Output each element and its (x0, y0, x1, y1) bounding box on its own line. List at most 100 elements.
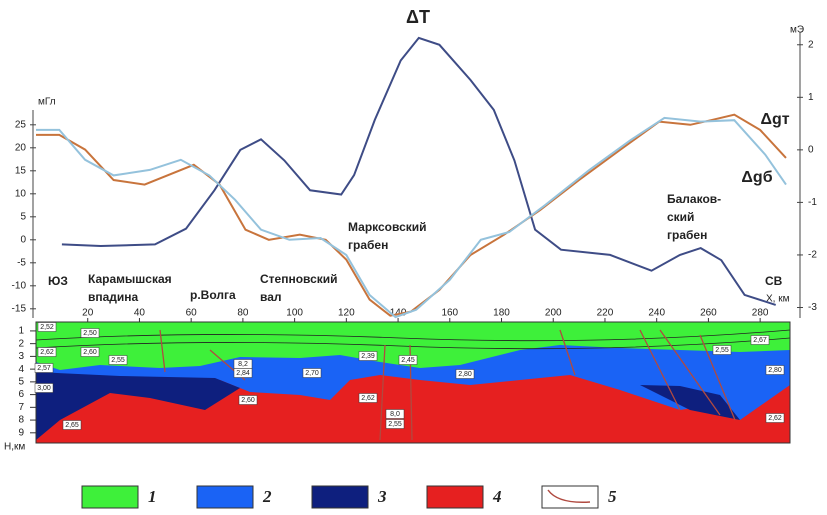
density-box (302, 368, 322, 378)
density-label: 2,55 (111, 357, 125, 364)
legend-swatch (81, 485, 139, 509)
x-tick-label: 80 (237, 308, 249, 319)
legend-swatch (426, 485, 484, 509)
section (35, 321, 791, 444)
y2-tick-label: 1 (808, 92, 814, 103)
density-box (108, 355, 128, 365)
y-tick-label: 5 (20, 211, 26, 222)
density-label: 2,55 (388, 421, 402, 428)
x-tick-label: 60 (186, 308, 198, 319)
density-box (765, 413, 785, 423)
density-label: 2,80 (768, 367, 782, 374)
legend-swatch (311, 485, 369, 509)
curve-label: Δgб (741, 169, 772, 186)
faults (159, 329, 736, 441)
y-tick-label: -10 (12, 280, 27, 291)
density-label: 2,57 (37, 365, 51, 372)
x-tick-label: 200 (545, 308, 562, 319)
density-label: 2,67 (753, 337, 767, 344)
density-box (233, 368, 253, 378)
density-label: 2,39 (361, 353, 375, 360)
annotation: ский (667, 210, 694, 224)
density-box (385, 409, 405, 419)
x-tick-label: 280 (752, 308, 769, 319)
curve (36, 116, 787, 319)
y-tick-label: 15 (15, 165, 27, 176)
density-box (358, 393, 378, 403)
annotation: грабен (348, 238, 388, 252)
section-frame (35, 321, 791, 444)
legend-label: 1 (148, 487, 157, 506)
density-label: 2,50 (83, 330, 97, 337)
density-label: 2,55 (715, 347, 729, 354)
depth-tick-label: 5 (18, 377, 24, 388)
density-box (385, 419, 405, 429)
curve (61, 36, 777, 306)
y-tick-label: -5 (17, 257, 26, 268)
legend-fault (547, 489, 591, 503)
annotation: Марксовский (348, 220, 427, 234)
annotation: Степновский (260, 272, 338, 286)
annotation: Карамышская (88, 272, 172, 286)
y-tick-label: 10 (15, 188, 27, 199)
density-label: 2,84 (236, 370, 250, 377)
density-box (712, 345, 732, 355)
density-label: 2,52 (40, 324, 54, 331)
y2-axis-label: мЭ (790, 25, 804, 36)
depth-tick-label: 4 (18, 364, 24, 375)
density-box (80, 328, 100, 338)
annotation: вал (260, 290, 282, 304)
y2-tick-label: -3 (808, 302, 817, 313)
density-box (238, 395, 258, 405)
density-box (62, 420, 82, 430)
annotation: р.Волга (190, 288, 236, 302)
boundary (35, 329, 791, 350)
density-box (37, 347, 57, 357)
y-axis-label: мГл (38, 97, 56, 108)
density-box (34, 363, 54, 373)
layer-3 (640, 385, 740, 420)
x-tick-label: 260 (700, 308, 717, 319)
density-box (80, 347, 100, 357)
x-tick-label: 160 (441, 308, 458, 319)
layer-3 (36, 372, 240, 440)
density-box (34, 383, 54, 393)
annotation: впадина (88, 290, 139, 304)
annotation: Балаков- (667, 192, 721, 206)
legend-label: 5 (608, 487, 617, 506)
legend-label: 3 (377, 487, 387, 506)
curve-label: Δgт (760, 111, 789, 128)
annotation: грабен (667, 228, 707, 242)
density-box (765, 365, 785, 375)
depth-tick-label: 2 (18, 338, 24, 349)
density-box (455, 369, 475, 379)
x-tick-label: 100 (286, 308, 303, 319)
x-tick-label: 40 (134, 308, 146, 319)
x-tick-label: 120 (338, 308, 355, 319)
density-label: 2,62 (40, 349, 54, 356)
depth-tick-label: 7 (18, 402, 24, 413)
density-label: 8,2 (238, 361, 248, 368)
density-box (358, 351, 378, 361)
density-box (37, 322, 57, 332)
density-label: 2,65 (65, 422, 79, 429)
depth-tick-label: 9 (18, 427, 24, 438)
depth-tick-label: 6 (18, 389, 24, 400)
depth-tick-label: 1 (18, 326, 24, 337)
y-tick-label: 25 (15, 119, 27, 130)
density-label: 3,00 (37, 385, 51, 392)
density-label: 2,62 (361, 395, 375, 402)
depth-tick-label: 3 (18, 351, 24, 362)
curve (36, 113, 787, 317)
density-box (750, 335, 770, 345)
annotation: ЮЗ (48, 274, 68, 288)
density-label: 2,60 (241, 397, 255, 404)
y-tick-label: 0 (20, 234, 26, 245)
density-label: 2,60 (83, 349, 97, 356)
x-tick-label: 240 (648, 308, 665, 319)
x-axis-label: X, км (766, 294, 790, 305)
y2-tick-label: -2 (808, 250, 817, 261)
annotation: СВ (765, 274, 783, 288)
